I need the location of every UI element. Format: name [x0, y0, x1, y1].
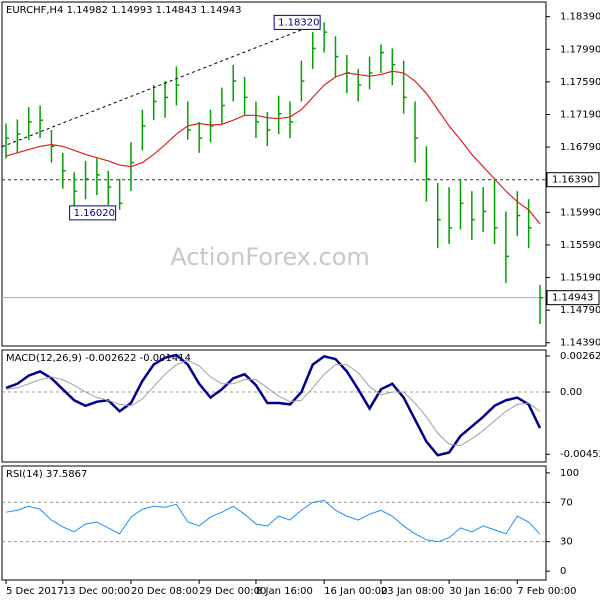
x-tick-label: 30 Jan 16:00 [449, 586, 512, 597]
x-tick-label: 8 Jan 16:00 [256, 586, 313, 597]
y-tick-label: 0.00262 [560, 351, 600, 362]
panel-frame [1, 465, 547, 581]
panel-title: MACD(12,26,9) -0.002622 -0.001414 [6, 353, 191, 364]
extreme-label: 1.18320 [278, 17, 319, 28]
level-label: 1.14943 [552, 293, 593, 304]
y-tick-label: 1.15590 [560, 240, 600, 251]
y-tick-label: 1.17590 [560, 77, 600, 88]
y-tick-label: 1.14790 [560, 305, 600, 316]
y-tick-label: 1.15190 [560, 273, 600, 284]
y-tick-label: 1.17190 [560, 109, 600, 120]
x-tick-label: 29 Dec 00:00 [199, 586, 266, 597]
y-tick-label: 1.17990 [560, 44, 600, 55]
y-tick-label: 1.15990 [560, 207, 600, 218]
indicator-line [5, 353, 542, 457]
panel-title: EURCHF,H4 1.14982 1.14993 1.14843 1.1494… [6, 5, 242, 16]
panel-title: RSI(14) 37.5867 [6, 469, 87, 480]
extreme-label: 1.16020 [74, 208, 115, 219]
indicator-line [5, 359, 541, 447]
x-tick-label: 20 Dec 08:00 [131, 586, 198, 597]
extreme-box [273, 14, 321, 30]
y-tick-label: 1.16790 [560, 142, 600, 153]
level-label: 1.16390 [552, 175, 593, 186]
panel-frame [1, 349, 547, 463]
moving-average [5, 70, 541, 225]
y-tick-label: 30 [560, 537, 573, 548]
trend-line [1, 22, 319, 148]
x-tick-label: 5 Dec 2017 [6, 586, 64, 597]
y-tick-label: 0.00 [560, 387, 582, 398]
y-tick-label: 70 [560, 497, 573, 508]
y-tick-label: 1.14390 [560, 338, 600, 349]
x-tick-label: 23 Jan 08:00 [381, 586, 444, 597]
x-tick-label: 16 Jan 00:00 [324, 586, 387, 597]
y-tick-label: 0 [560, 566, 566, 577]
y-tick-label: 100 [560, 468, 579, 479]
indicator-line [5, 499, 541, 543]
level-box [546, 290, 600, 306]
x-tick-label: 7 Feb 00:00 [517, 586, 576, 597]
level-box [546, 172, 600, 188]
x-tick-label: 13 Dec 00:00 [63, 586, 130, 597]
y-tick-label: 1.18390 [560, 12, 600, 23]
watermark: ActionForex.com [170, 243, 370, 271]
panel-frame [1, 1, 547, 347]
extreme-box [69, 205, 117, 221]
y-tick-label: -0.004526 [560, 449, 600, 460]
